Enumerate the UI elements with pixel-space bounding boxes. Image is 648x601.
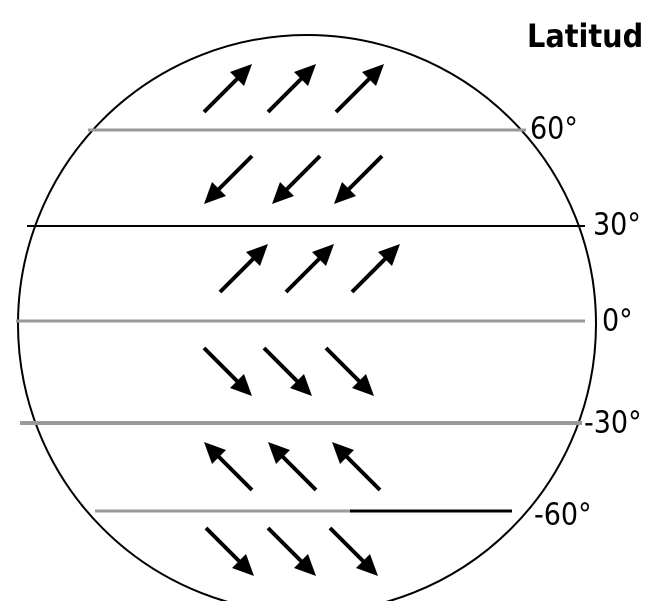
title: Latitud (527, 17, 643, 55)
latitude-label: 30° (593, 208, 641, 243)
latitude-label: -30° (584, 406, 642, 441)
latitude-label: 0° (602, 304, 633, 339)
latitude-label: -60° (534, 498, 592, 533)
globe (17, 34, 597, 601)
latitude-label: 60° (530, 112, 578, 147)
